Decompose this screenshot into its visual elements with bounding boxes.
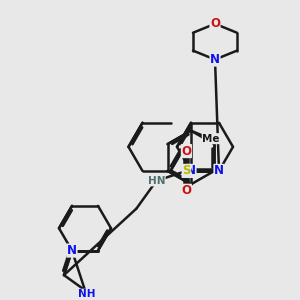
Text: N: N [67,244,77,257]
Text: N: N [214,164,224,177]
Text: S: S [182,164,190,177]
Text: N: N [186,164,196,177]
Text: Me: Me [202,134,220,144]
Text: N: N [210,53,220,66]
Text: HN: HN [148,176,165,186]
Text: O: O [182,184,191,197]
Text: O: O [210,17,220,30]
Text: O: O [182,145,191,158]
Text: NH: NH [78,289,96,299]
